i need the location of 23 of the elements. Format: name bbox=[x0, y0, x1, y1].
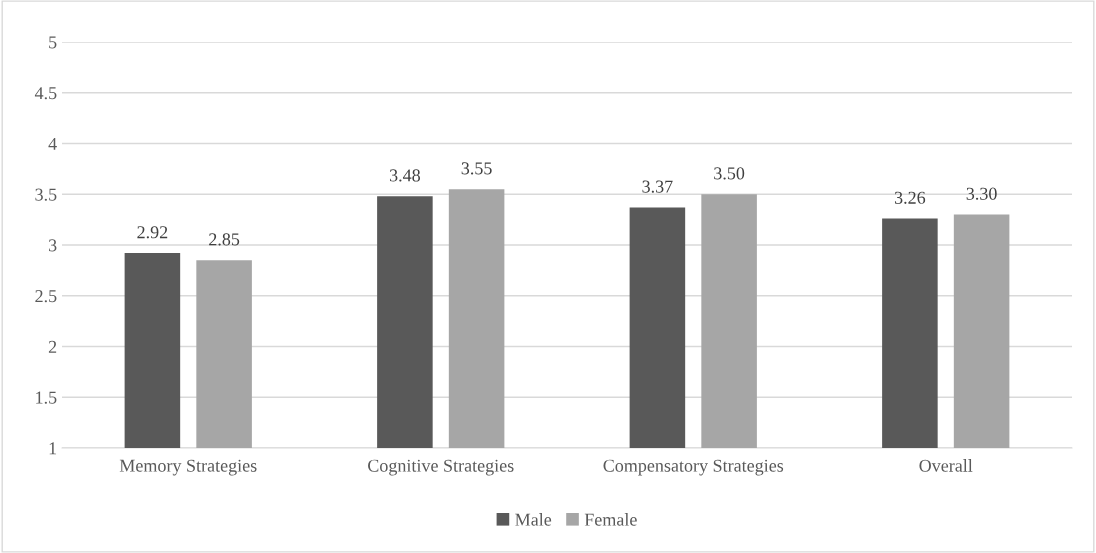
x-tick-label: Cognitive Strategies bbox=[368, 459, 514, 476]
x-tick-label: Memory Strategies bbox=[119, 459, 257, 476]
y-tick-label: 3.5 bbox=[35, 188, 57, 201]
data-label: 2.92 bbox=[137, 226, 168, 239]
legend-label: Male bbox=[515, 513, 552, 526]
x-tick-label: Overall bbox=[919, 459, 973, 472]
data-label: 2.85 bbox=[209, 233, 240, 246]
y-tick-label: 4.5 bbox=[34, 87, 57, 100]
data-label: 3.50 bbox=[714, 167, 745, 180]
data-label: 3.48 bbox=[389, 169, 421, 182]
y-tick-label: 1.5 bbox=[36, 391, 57, 404]
x-tick-label: Compensatory Strategies bbox=[603, 459, 784, 476]
y-tick-label: 5 bbox=[49, 36, 57, 49]
data-label: 3.26 bbox=[894, 191, 926, 204]
y-tick-label: 2.5 bbox=[35, 290, 57, 303]
y-tick-label: 4 bbox=[48, 137, 57, 150]
y-tick-label: 3 bbox=[48, 239, 57, 252]
y-tick-label: 2 bbox=[48, 340, 57, 353]
data-label: 3.55 bbox=[461, 162, 492, 175]
data-label: 3.37 bbox=[642, 180, 673, 193]
legend-label: Female bbox=[584, 513, 637, 526]
data-label: 3.30 bbox=[966, 187, 997, 200]
y-tick-label: 1 bbox=[49, 442, 57, 455]
